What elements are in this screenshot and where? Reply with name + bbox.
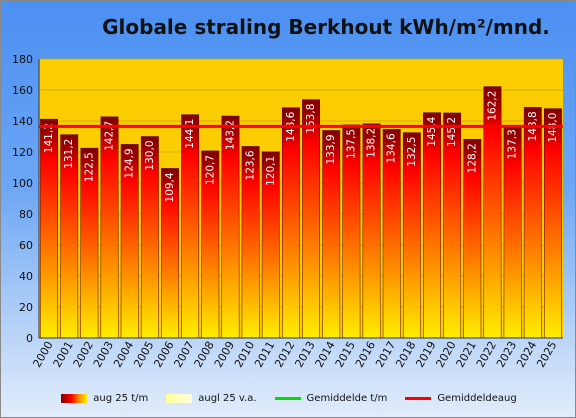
y-tick-label: 0 (26, 332, 33, 345)
legend-item-augl-va: augl 25 v.a. (166, 392, 257, 404)
bar-value-label: 137,3 (507, 129, 519, 159)
bars: 141,2 131,2 122,5 142,7 124,9 130,0 109,4 144,1… (40, 86, 562, 339)
bar-value-label: 138,2 (366, 128, 378, 158)
y-tick-label: 120 (12, 146, 33, 159)
bar-value-label: 153,8 (305, 104, 317, 134)
bar-value-label: 132,5 (406, 137, 418, 167)
legend: aug 25 t/m augl 25 v.a. Gemiddelde t/m G… (1, 385, 575, 411)
bar (483, 86, 502, 339)
y-tick-label: 160 (12, 84, 33, 97)
bar-value-label: 162,2 (486, 91, 498, 121)
legend-swatch-gradient (61, 393, 88, 403)
bar-value-label: 133,9 (325, 134, 337, 164)
bar-value-label: 123,6 (245, 150, 257, 180)
y-tick-label: 20 (19, 301, 33, 314)
bar-value-label: 143,2 (224, 120, 236, 150)
bar-value-label: 141,2 (43, 123, 55, 153)
legend-label: Gemiddeldeaug (437, 392, 517, 404)
bar-value-label: 124,9 (124, 148, 136, 178)
bar-value-label: 145,4 (426, 116, 438, 146)
bar-value-label: 145,2 (446, 117, 458, 147)
bar-value-label: 144,1 (184, 119, 196, 149)
legend-label: aug 25 t/m (93, 392, 149, 404)
y-tick-label: 80 (19, 208, 33, 221)
legend-item-gemiddeldeaug: Gemiddeldeaug (405, 392, 517, 404)
legend-label: Gemiddelde t/m (306, 392, 388, 404)
bar-value-label: 120,7 (204, 155, 216, 185)
legend-swatch-green-line (274, 396, 301, 400)
y-tick-label: 60 (19, 239, 33, 252)
bar-value-label: 142,7 (104, 121, 116, 151)
y-tick-label: 40 (19, 270, 33, 283)
y-tick-label: 140 (12, 115, 33, 128)
x-tick-label: 2025 (534, 339, 559, 370)
bar (302, 99, 320, 339)
bar-value-label: 109,4 (164, 172, 176, 202)
bar-value-label: 130,0 (144, 141, 156, 171)
bar-value-label: 137,5 (345, 129, 357, 159)
y-tick-label: 100 (12, 177, 33, 190)
bar-value-label: 122,5 (83, 152, 95, 182)
legend-label: augl 25 v.a. (198, 392, 257, 404)
chart-title: Globale straling Berkhout kWh/m²/mnd. (102, 15, 550, 39)
bar-value-label: 128,2 (466, 143, 478, 173)
legend-item-aug-tm: aug 25 t/m (61, 393, 148, 404)
legend-item-gemiddelde-tm: Gemiddelde t/m (274, 392, 388, 404)
legend-swatch-red-line (405, 396, 432, 400)
y-tick-label: 180 (12, 53, 33, 66)
bar-value-label: 134,6 (386, 133, 398, 163)
legend-swatch-pale (166, 393, 193, 403)
bar-value-label: 131,2 (63, 139, 75, 169)
bar-value-label: 120,1 (265, 156, 277, 186)
